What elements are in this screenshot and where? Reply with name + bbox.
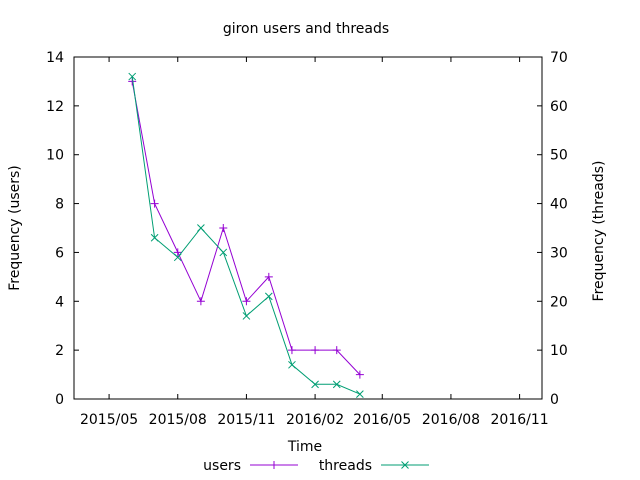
chart-title: giron users and threads — [223, 21, 389, 37]
x-tick-label: 2015/08 — [149, 412, 207, 428]
data-point-threads — [311, 380, 319, 389]
data-point-threads — [128, 72, 137, 81]
data-point-threads — [264, 292, 273, 301]
legend-marker-users — [270, 461, 278, 469]
data-point-threads — [242, 312, 251, 320]
axes: 0 2 4 6 8 10 12 14 0 10 20 30 40 50 60 70 2015/05 2015/08… — [46, 50, 568, 428]
data-point-users — [219, 224, 228, 232]
data-point-threads — [356, 390, 364, 398]
data-point-users — [332, 346, 341, 355]
plot-frame — [73, 56, 543, 400]
y2-tick-label: 40 — [550, 197, 568, 213]
y2-tick-label: 70 — [550, 50, 568, 66]
y2-tick-label: 60 — [550, 99, 568, 115]
series-threads — [128, 72, 364, 398]
x-tick-label: 2016/02 — [286, 412, 344, 428]
data-point-users — [287, 346, 296, 355]
x-tick-label: 2015/05 — [80, 412, 138, 428]
legend-label-users: users — [203, 458, 241, 474]
y-tick-label: 8 — [55, 197, 64, 213]
data-point-users — [355, 370, 364, 379]
y2-axis-label: Frequency (threads) — [591, 161, 607, 302]
x-tick-label: 2015/11 — [217, 412, 275, 428]
x-tick-label: 2016/11 — [491, 412, 549, 428]
legend-label-threads: threads — [319, 458, 372, 474]
x-tick-label: 2016/05 — [353, 412, 411, 428]
x-tick-label: 2016/08 — [422, 412, 480, 428]
series-line-threads — [131, 76, 361, 395]
legend-marker-threads — [401, 461, 409, 469]
series-line-users — [131, 81, 361, 375]
series-users — [128, 77, 364, 379]
data-point-threads — [197, 224, 205, 232]
data-point-threads — [288, 360, 296, 369]
data-point-threads — [219, 248, 228, 257]
data-point-users — [173, 248, 182, 257]
data-point-threads — [150, 233, 159, 242]
y-tick-label: 12 — [46, 99, 64, 115]
y2-tick-label: 30 — [550, 245, 568, 261]
y-axis-label: Frequency (users) — [7, 165, 23, 291]
data-point-users — [264, 272, 273, 281]
y2-tick-label: 10 — [550, 343, 568, 359]
y-tick-label: 6 — [55, 245, 64, 261]
y-tick-label: 0 — [55, 392, 64, 408]
data-point-users — [311, 346, 320, 355]
series-layer — [128, 72, 364, 398]
y2-tick-label: 0 — [550, 392, 559, 408]
x-axis-label: Time — [287, 439, 322, 455]
legend: users threads — [203, 458, 429, 474]
y2-tick-label: 20 — [550, 294, 568, 310]
data-point-threads — [332, 380, 341, 389]
y-tick-label: 2 — [55, 343, 64, 359]
data-point-threads — [173, 253, 182, 262]
y-tick-label: 14 — [46, 50, 64, 66]
data-point-users — [242, 297, 251, 306]
y-tick-label: 10 — [46, 148, 64, 164]
y-tick-label: 4 — [55, 294, 64, 310]
y2-tick-label: 50 — [550, 148, 568, 164]
data-point-users — [150, 199, 159, 208]
data-point-users — [196, 297, 205, 306]
